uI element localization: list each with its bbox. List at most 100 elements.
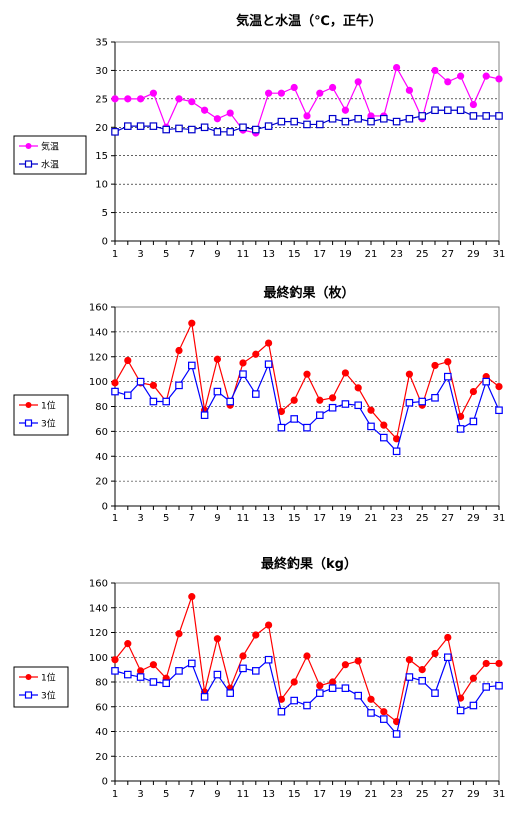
- data-point: [354, 78, 362, 86]
- x-tick-label: 29: [467, 789, 480, 800]
- x-tick-label: 31: [493, 249, 506, 260]
- legend-marker: [24, 419, 33, 427]
- data-point: [188, 659, 196, 668]
- x-tick-label: 31: [493, 789, 506, 800]
- data-point: [136, 673, 145, 681]
- y-tick-label: 35: [95, 38, 108, 49]
- legend-marker: [25, 402, 32, 408]
- data-point: [290, 117, 299, 126]
- data-point: [418, 397, 427, 406]
- data-point: [341, 684, 350, 692]
- data-point: [367, 422, 375, 431]
- data-point: [444, 358, 452, 366]
- y-tick-label: 160: [89, 579, 108, 590]
- data-point: [213, 387, 222, 396]
- x-tick-label: 15: [288, 513, 301, 524]
- legend-box: [13, 394, 69, 436]
- data-point: [200, 123, 209, 132]
- data-point: [341, 400, 350, 408]
- data-point: [303, 112, 311, 120]
- data-point: [341, 661, 349, 669]
- data-point: [341, 106, 349, 114]
- data-point: [290, 83, 298, 92]
- data-point: [111, 128, 119, 136]
- legend-marker: [24, 691, 33, 699]
- data-point: [380, 708, 388, 716]
- data-point: [264, 122, 273, 130]
- data-point: [482, 659, 490, 668]
- data-point: [431, 66, 439, 75]
- data-point: [175, 346, 183, 355]
- data-point: [405, 114, 414, 123]
- data-point: [201, 106, 209, 114]
- y-tick-label: 0: [102, 502, 108, 513]
- data-point: [316, 411, 324, 420]
- data-point: [418, 666, 426, 674]
- y-tick-label: 120: [89, 628, 108, 639]
- data-point: [341, 117, 350, 126]
- x-tick-label: 19: [339, 513, 352, 524]
- data-point: [469, 387, 477, 396]
- x-tick-label: 21: [365, 249, 378, 260]
- x-tick-label: 15: [288, 789, 301, 800]
- data-point: [303, 423, 311, 432]
- legend-label: 気温: [41, 141, 59, 153]
- data-point: [239, 123, 247, 132]
- legend-label: 1位: [41, 400, 56, 412]
- data-point: [226, 397, 235, 406]
- data-point: [277, 89, 285, 97]
- data-point: [303, 120, 311, 129]
- data-point: [469, 112, 478, 120]
- data-point: [124, 640, 132, 648]
- data-point: [200, 411, 209, 420]
- data-point: [239, 359, 247, 367]
- legend-box: [13, 135, 87, 175]
- data-point: [213, 635, 221, 643]
- data-point: [354, 401, 363, 410]
- data-point: [226, 128, 235, 136]
- data-point: [111, 95, 119, 103]
- data-point: [367, 117, 375, 126]
- x-tick-label: 7: [189, 513, 195, 524]
- x-tick-label: 27: [441, 513, 454, 524]
- data-point: [495, 112, 503, 120]
- y-tick-label: 25: [95, 94, 108, 105]
- x-tick-label: 17: [313, 789, 326, 800]
- data-point: [303, 370, 311, 378]
- data-point: [252, 125, 260, 134]
- data-point: [123, 391, 132, 400]
- x-tick-label: 29: [467, 513, 480, 524]
- data-point: [149, 397, 158, 406]
- x-tick-label: 17: [313, 513, 326, 524]
- data-point: [495, 659, 503, 668]
- x-tick-label: 7: [189, 249, 195, 260]
- data-point: [290, 696, 299, 705]
- data-point: [124, 95, 132, 103]
- x-tick-label: 25: [416, 513, 429, 524]
- x-tick-label: 9: [214, 789, 220, 800]
- data-point: [175, 124, 183, 133]
- x-tick-label: 31: [493, 513, 506, 524]
- data-point: [354, 114, 363, 123]
- x-tick-label: 1: [112, 249, 118, 260]
- x-tick-label: 7: [189, 789, 195, 800]
- data-point: [252, 631, 260, 639]
- data-point: [392, 730, 401, 738]
- data-point: [175, 381, 183, 390]
- data-point: [213, 115, 221, 123]
- data-point: [456, 425, 465, 433]
- data-point: [328, 684, 337, 692]
- data-point: [264, 89, 273, 97]
- data-point: [264, 655, 273, 664]
- x-tick-label: 27: [441, 249, 454, 260]
- x-tick-label: 15: [288, 249, 301, 260]
- data-point: [111, 387, 119, 396]
- y-tick-label: 60: [95, 702, 108, 713]
- data-point: [264, 621, 273, 629]
- data-point: [316, 120, 324, 129]
- data-point: [188, 319, 196, 327]
- data-point: [175, 667, 183, 675]
- data-point: [200, 693, 209, 701]
- data-point: [111, 379, 119, 387]
- data-point: [469, 417, 478, 426]
